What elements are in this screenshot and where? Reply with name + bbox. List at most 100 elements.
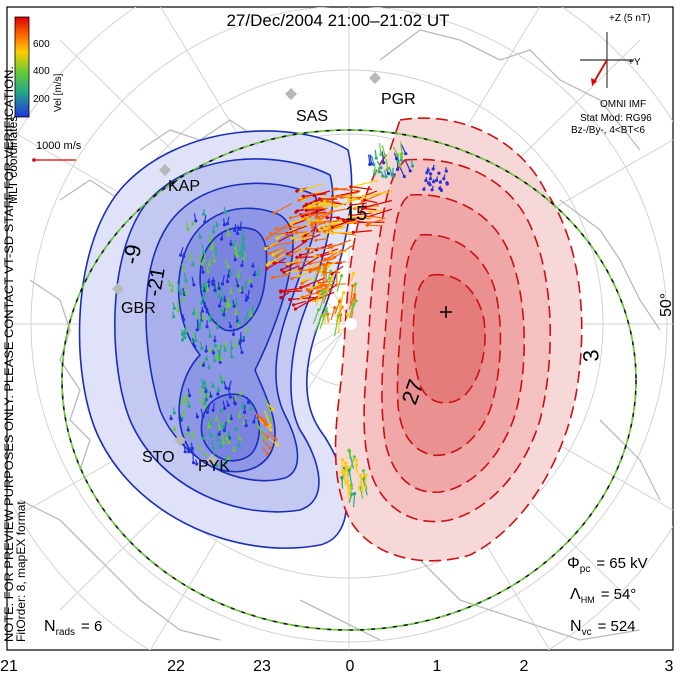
velocity-vector-origin: [293, 307, 297, 311]
velocity-vector: [272, 273, 291, 279]
velocity-vector-origin: [229, 325, 233, 329]
velocity-vector-origin: [216, 438, 220, 442]
velocity-vector: [331, 207, 353, 213]
velocity-vector-origin: [226, 233, 230, 237]
velocity-vector-origin: [361, 469, 365, 473]
velocity-vector: [329, 243, 345, 248]
velocity-vector-origin: [189, 257, 193, 261]
velocity-vector-origin: [236, 231, 240, 236]
velocity-vector-origin: [430, 188, 434, 192]
velocity-vector-origin: [330, 231, 334, 235]
velocity-vector-origin: [246, 296, 250, 300]
velocity-vector-origin: [191, 435, 195, 439]
velocity-vector-origin: [396, 159, 400, 163]
velocity-vector-origin: [168, 283, 172, 287]
velocity-vector: [311, 283, 321, 289]
velocity-vector-origin: [322, 199, 326, 203]
velocity-vector-origin: [264, 423, 268, 427]
velocity-vector-origin: [234, 302, 238, 306]
velocity-vector-origin: [340, 476, 344, 480]
velocity-vector-origin: [312, 221, 317, 225]
velocity-vector-origin: [269, 428, 273, 432]
velocity-vector-origin: [208, 318, 212, 323]
scale-vector-label: 1000 m/s: [36, 140, 82, 152]
velocity-vector-origin: [234, 343, 238, 348]
velocity-vector: [306, 208, 326, 211]
velocity-vector-origin: [226, 280, 230, 284]
velocity-vector-origin: [320, 313, 324, 317]
velocity-vector-origin: [377, 170, 382, 174]
velocity-vector-origin: [351, 284, 355, 288]
mlt-tick: 3: [665, 658, 674, 674]
velocity-vector-origin: [373, 172, 377, 176]
velocity-vector: [307, 263, 320, 271]
velocity-vector: [349, 216, 371, 219]
velocity-vector-origin: [372, 162, 376, 167]
velocity-vector: [313, 190, 331, 197]
velocity-vector: [330, 251, 347, 253]
velocity-vector-origin: [200, 309, 205, 313]
velocity-vector-origin: [274, 227, 278, 231]
velocity-vector-origin: [303, 217, 308, 221]
velocity-vector: [273, 203, 293, 214]
velocity-vector-origin: [208, 334, 212, 338]
velocity-vector-origin: [343, 461, 348, 465]
velocity-vector-origin: [234, 311, 238, 315]
velocity-vector-origin: [320, 254, 324, 258]
velocity-vector-origin: [251, 264, 255, 268]
velocity-vector-origin: [217, 295, 221, 299]
velocity-vector: [353, 493, 356, 508]
velocity-vector: [370, 209, 383, 213]
velocity-vector: [332, 190, 361, 198]
imf-clock: +Z (5 nT) +Y OMNI IMF Stat Mod: RG96 Bz-…: [571, 13, 652, 136]
velocity-vector-origin: [181, 267, 185, 271]
velocity-vector-origin: [214, 463, 219, 467]
velocity-vector-origin: [265, 267, 269, 271]
velocity-vector: [280, 288, 299, 292]
velocity-vector-origin: [227, 440, 231, 444]
velocity-vector: [267, 253, 285, 266]
velocity-vector-origin: [230, 355, 234, 359]
velocity-vector: [276, 249, 288, 257]
velocity-vector-origin: [355, 205, 359, 209]
velocity-vector-origin: [211, 282, 215, 286]
velocity-vector-origin: [326, 312, 330, 316]
velocity-vector-origin: [238, 288, 242, 293]
velocity-vector-origin: [184, 279, 188, 283]
velocity-vector-origin: [211, 408, 215, 412]
velocity-vector-origin: [246, 401, 251, 405]
mlt-axis: 21 22 23 0 1 2 3: [0, 658, 673, 674]
velocity-vector: [332, 231, 355, 234]
velocity-vector-origin: [309, 268, 313, 272]
velocity-vector-origin: [186, 428, 190, 432]
velocity-vector-origin: [218, 360, 222, 364]
velocity-vector-origin: [318, 228, 322, 232]
velocity-vector-origin: [244, 317, 248, 321]
velocity-vector: [261, 439, 271, 449]
velocity-vector-origin: [344, 464, 348, 469]
velocity-vector-origin: [386, 167, 390, 171]
velocity-vector-origin: [222, 441, 226, 445]
velocity-vector-origin: [209, 434, 213, 438]
velocity-vector-origin: [399, 158, 403, 162]
velocity-vector: [266, 223, 289, 240]
velocity-vector-origin: [206, 270, 210, 274]
velocity-vector: [326, 276, 334, 294]
velocity-vector-origin: [268, 423, 272, 427]
velocity-vector-origin: [435, 178, 439, 182]
velocity-vector-origin: [223, 406, 227, 410]
velocity-vector: [309, 258, 334, 265]
velocity-vector-origin: [207, 366, 211, 370]
velocity-vector: [307, 287, 323, 291]
velocity-vector-origin: [202, 381, 206, 385]
velocity-vector: [348, 294, 356, 310]
velocity-vector-origin: [279, 290, 283, 294]
velocity-vector: [289, 248, 302, 256]
colorbar-tick-400: 400: [33, 66, 50, 77]
velocity-vector-origin: [180, 402, 184, 406]
velocity-vector-origin: [243, 285, 247, 289]
velocity-vector-origin: [195, 462, 199, 466]
velocity-vector-origin: [349, 185, 353, 189]
velocity-vector-origin: [173, 428, 177, 432]
velocity-vector-origin: [399, 155, 404, 159]
